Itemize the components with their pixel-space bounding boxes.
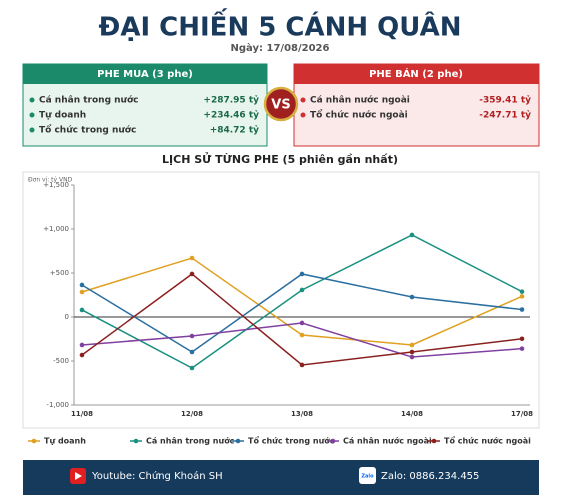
point [519,307,525,312]
vs-badge [263,86,299,122]
point [79,342,85,348]
x-tick-label: 17/08 [511,410,533,418]
y-tick-label: +1,000 [43,225,69,233]
item-amount: +84.72 tỷ [210,125,259,136]
x-tick-label: 14/08 [401,410,423,418]
point [409,354,415,360]
zalo-icon-text: Zalo [361,474,374,480]
item-amount: +234.46 tỷ [203,110,259,121]
point [519,289,525,294]
y-tick-label: -500 [53,357,69,365]
bullet [29,97,35,103]
item-label: Tổ chức nước ngoài [310,109,408,121]
legend-dot [431,438,437,444]
vs-text: VS [271,98,290,113]
point [519,336,525,342]
youtube-play [75,472,82,480]
buy-header [23,64,267,84]
item-amount: -247.71 tỷ [479,110,531,121]
point [299,362,305,368]
y-tick-label: +500 [50,269,69,277]
point [409,342,415,348]
point [189,271,195,277]
point [79,307,85,313]
title: ĐẠI CHIẾN 5 CÁNH QUÂN [99,8,462,43]
x-tick-label: 12/08 [181,410,203,418]
legend-label: Tổ chức trong nước [248,435,335,446]
point [409,349,415,355]
legend-label: Tổ chức nước ngoài [444,435,531,446]
chart-title: LỊCH SỬ TỪNG PHE (5 phiên gần nhất) [162,152,398,166]
point [299,271,305,277]
point [79,282,85,288]
y-tick-label: 0 [65,313,69,321]
sell-header [294,64,539,84]
chart-frame [22,171,540,429]
item-label: Cá nhân trong nước [39,95,138,106]
youtube-text: Youtube: Chứng Khoán SH [91,470,223,482]
x-tick-label: 11/08 [71,410,93,418]
legend-label: Tự doanh [44,437,86,446]
footer [23,460,539,495]
zalo-text: Zalo: 0886.234.455 [381,471,479,482]
point [79,289,85,295]
item-amount: -359.41 tỷ [479,95,531,106]
legend-dot [31,438,37,444]
point [189,255,195,261]
bullet [300,97,306,103]
legend-dot [235,438,241,444]
point [299,332,305,338]
point [409,232,415,238]
y-tick-label: +1,500 [43,181,69,189]
legend-dot [330,438,336,444]
item-amount: +287.95 tỷ [203,95,259,106]
sell-title: PHE BÁN (2 phe) [369,67,463,80]
item-label: Cá nhân nước ngoài [310,95,410,106]
point [189,365,195,371]
legend-label: Cá nhân nước ngoài [343,436,432,446]
point [79,352,85,358]
zalo-icon [359,467,376,484]
item-label: Tổ chức trong nước [39,124,136,136]
point [299,287,305,293]
point [189,349,195,355]
point [299,320,305,326]
bullet [29,112,35,118]
legend-label: Cá nhân trong nước [146,436,235,446]
buy-title: PHE MUA (3 phe) [97,69,193,80]
x-tick-label: 13/08 [291,410,313,418]
unit-label: Đơn vị: tỷ VND [28,177,73,184]
y-tick-label: -1,000 [46,401,69,409]
item-label: Tự doanh [39,111,86,121]
point [409,294,415,300]
point [189,333,195,339]
legend-dot [133,438,139,444]
bullet [29,127,35,133]
point [519,294,525,299]
bullet [300,112,306,118]
date: Ngày: 17/08/2026 [231,42,330,54]
point [519,346,525,351]
